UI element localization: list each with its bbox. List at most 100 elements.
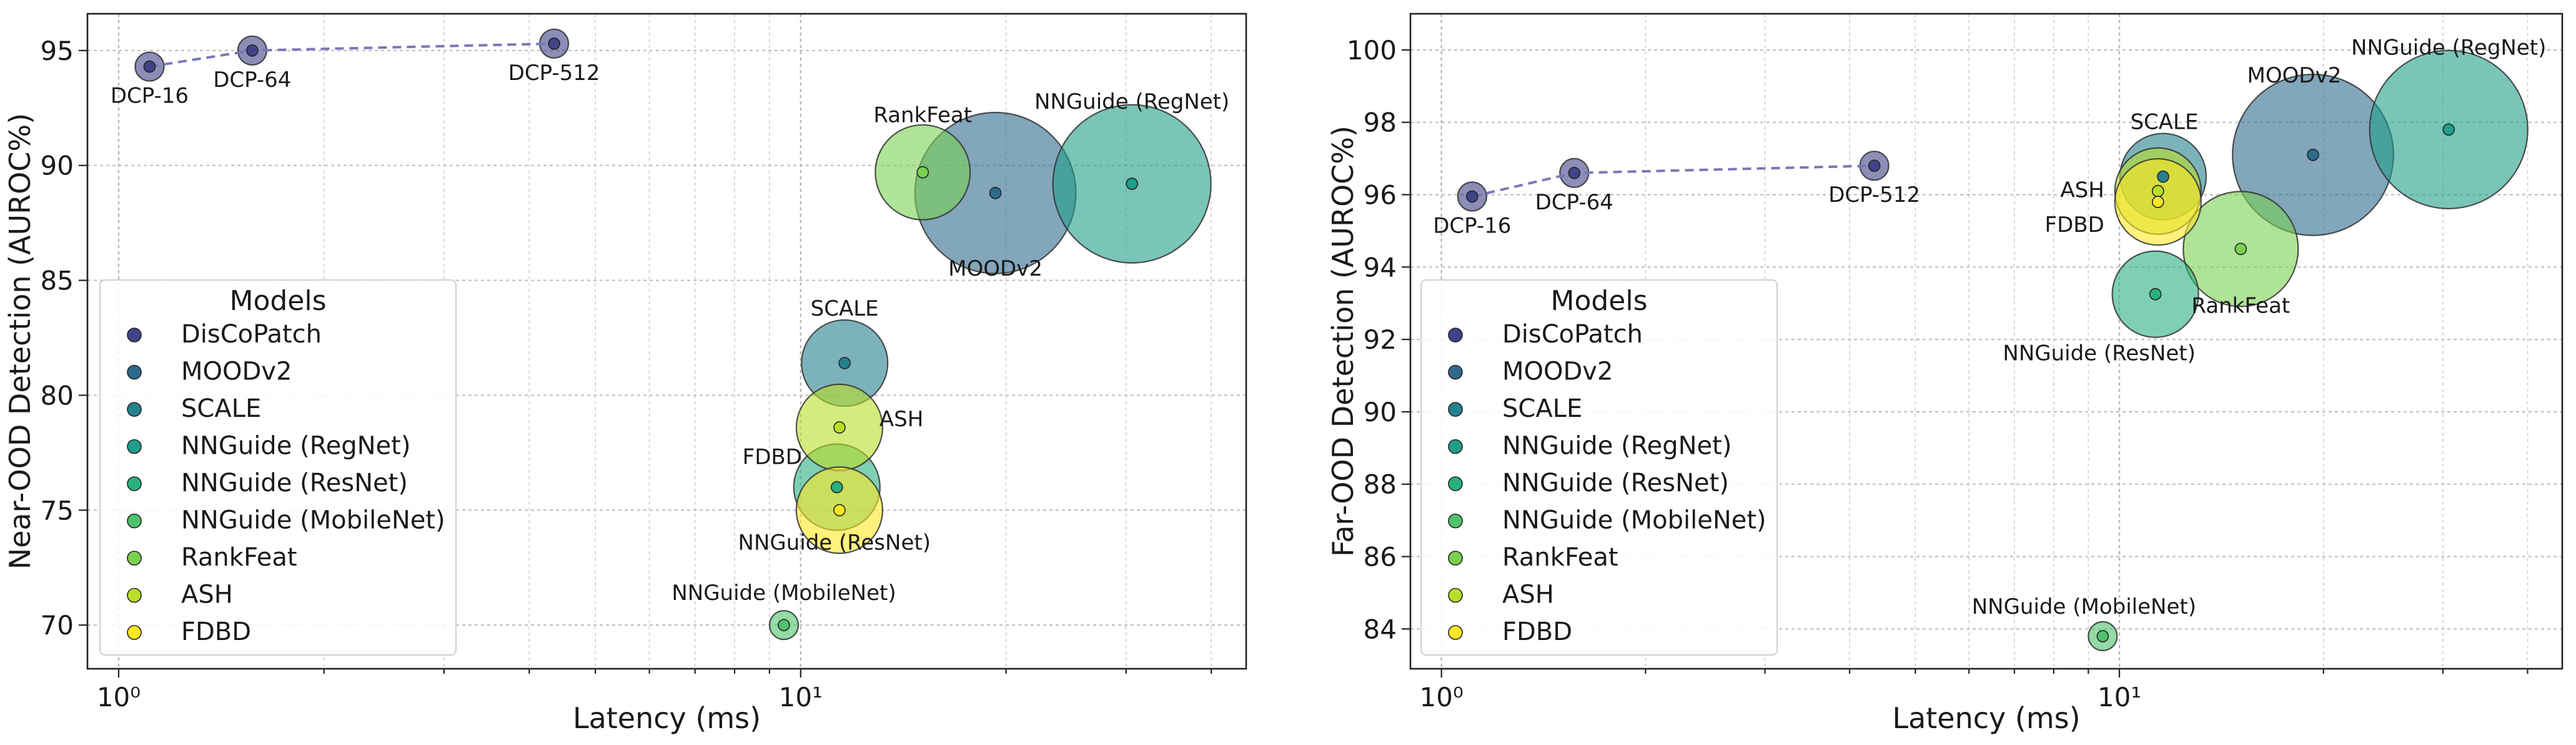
point-label: DCP-64 <box>1535 190 1613 215</box>
point-label: RankFeat <box>2191 293 2290 318</box>
point-marker <box>833 504 846 517</box>
legend-marker <box>1448 625 1463 640</box>
point-marker <box>2157 170 2169 183</box>
legend-item-label: SCALE <box>1502 394 1582 423</box>
legend-item-label: NNGuide (MobileNet) <box>1502 506 1766 535</box>
point-marker <box>1126 178 1138 190</box>
y-tick-label: 84 <box>1364 614 1397 644</box>
point-marker <box>830 481 843 494</box>
legend-marker <box>127 328 142 342</box>
point-marker <box>246 44 259 57</box>
legend-item-label: FDBD <box>181 618 251 646</box>
y-tick-label: 98 <box>1364 108 1397 138</box>
point-marker <box>2151 184 2164 198</box>
y-tick-label: 86 <box>1364 542 1397 572</box>
point-label: MOODv2 <box>2247 63 2342 88</box>
legend-item-label: MOODv2 <box>1502 358 1613 386</box>
point-marker <box>1466 190 1479 203</box>
legend-box <box>99 279 457 656</box>
legend: Models DisCoPatch MOODv2 SCALE NNGuide (RegN… <box>99 279 457 656</box>
y-tick-label: 75 <box>41 495 74 526</box>
point-marker <box>2151 196 2164 208</box>
point-label: DCP-16 <box>111 84 189 109</box>
legend-marker <box>1448 513 1463 529</box>
legend-marker <box>127 551 142 566</box>
y-tick-label: 96 <box>1364 180 1397 211</box>
x-tick-label: 10⁰ <box>1420 682 1464 712</box>
point-marker <box>1568 166 1581 179</box>
point-marker <box>2234 242 2247 256</box>
x-tick-label: 10¹ <box>2098 682 2141 712</box>
legend-marker <box>127 513 142 529</box>
legend-item-label: DisCoPatch <box>1502 320 1643 349</box>
legend-item-label: NNGuide (RegNet) <box>181 432 410 461</box>
y-tick-label: 90 <box>41 151 74 181</box>
point-marker <box>916 166 929 179</box>
point-marker <box>2442 123 2455 136</box>
point-marker <box>2096 630 2109 642</box>
point-label: NNGuide (ResNet) <box>2003 341 2195 366</box>
legend-item-label: NNGuide (RegNet) <box>1502 432 1731 461</box>
x-tick-label: 10¹ <box>779 682 823 712</box>
point-label: DCP-64 <box>213 68 291 92</box>
legend-item-label: ASH <box>181 581 233 609</box>
point-label: FDBD <box>743 444 802 469</box>
point-marker <box>143 60 156 73</box>
x-axis-label: Latency (ms) <box>1892 701 2080 735</box>
legend-item-label: NNGuide (ResNet) <box>181 469 408 498</box>
legend-item-label: NNGuide (MobileNet) <box>181 506 445 535</box>
point-label: DCP-16 <box>1433 213 1511 238</box>
y-tick-label: 85 <box>41 266 74 296</box>
legend-marker <box>127 364 142 380</box>
y-tick-label: 90 <box>1364 397 1397 428</box>
point-label: RankFeat <box>873 103 972 128</box>
legend-marker <box>1448 402 1463 417</box>
x-tick-label: 10⁰ <box>97 682 141 712</box>
point-marker <box>838 357 851 369</box>
point-marker <box>1868 159 1881 172</box>
legend-marker <box>127 476 142 491</box>
chart-panel-1: 10⁰ 10¹ 70 75 80 85 90 95 Latency (ms) Near-OOD D… <box>3 12 1247 735</box>
y-axis-label: Near-OOD Detection (AUROC%) <box>3 113 37 569</box>
point-marker <box>778 619 790 631</box>
point-label: NNGuide (RegNet) <box>1034 89 1229 114</box>
point-marker <box>989 187 1002 199</box>
plot-frame <box>1409 12 2564 670</box>
legend-item-label: RankFeat <box>181 543 297 572</box>
point-label: NNGuide (MobileNet) <box>671 581 896 606</box>
y-tick-label: 94 <box>1364 252 1397 282</box>
legend-marker <box>1448 551 1463 566</box>
legend-item-label: NNGuide (ResNet) <box>1502 469 1729 498</box>
legend-box <box>1420 279 1778 656</box>
point-label: SCALE <box>2130 110 2198 135</box>
point-label: NNGuide (RegNet) <box>2351 35 2546 60</box>
chart-panel-2: 10⁰ 10¹ 84 86 88 90 92 94 96 98 100 Latency (ms) Far… <box>1326 12 2564 735</box>
point-label: ASH <box>879 407 923 432</box>
legend-item-label: ASH <box>1502 581 1554 609</box>
point-label: MOODv2 <box>948 256 1043 281</box>
legend-marker <box>1448 364 1463 380</box>
point-marker <box>833 421 846 434</box>
y-tick-label: 80 <box>41 380 74 411</box>
legend-marker <box>127 402 142 417</box>
point-label: NNGuide (ResNet) <box>738 531 931 556</box>
legend-marker <box>1448 439 1463 454</box>
discopatch-curve <box>149 42 555 68</box>
legend-item-label: FDBD <box>1502 618 1572 646</box>
legend-marker <box>127 439 142 454</box>
ticks: 10⁰ 10¹ 84 86 88 90 92 94 96 98 100 <box>1347 35 2529 712</box>
y-axis-label: Far-OOD Detection (AUROC%) <box>1326 126 1360 557</box>
point-label: DCP-512 <box>508 61 600 86</box>
legend-marker <box>127 588 142 603</box>
y-tick-label: 70 <box>41 610 74 641</box>
legend-marker <box>1448 588 1463 603</box>
plot-frame <box>86 12 1247 670</box>
point-marker <box>2307 149 2319 161</box>
legend-title: Models <box>229 285 326 317</box>
discopatch-curve <box>1472 164 1875 198</box>
point-label: SCALE <box>811 296 879 321</box>
y-tick-label: 92 <box>1364 324 1397 355</box>
legend-marker <box>127 625 142 640</box>
point-label: NNGuide (MobileNet) <box>1972 594 2196 619</box>
